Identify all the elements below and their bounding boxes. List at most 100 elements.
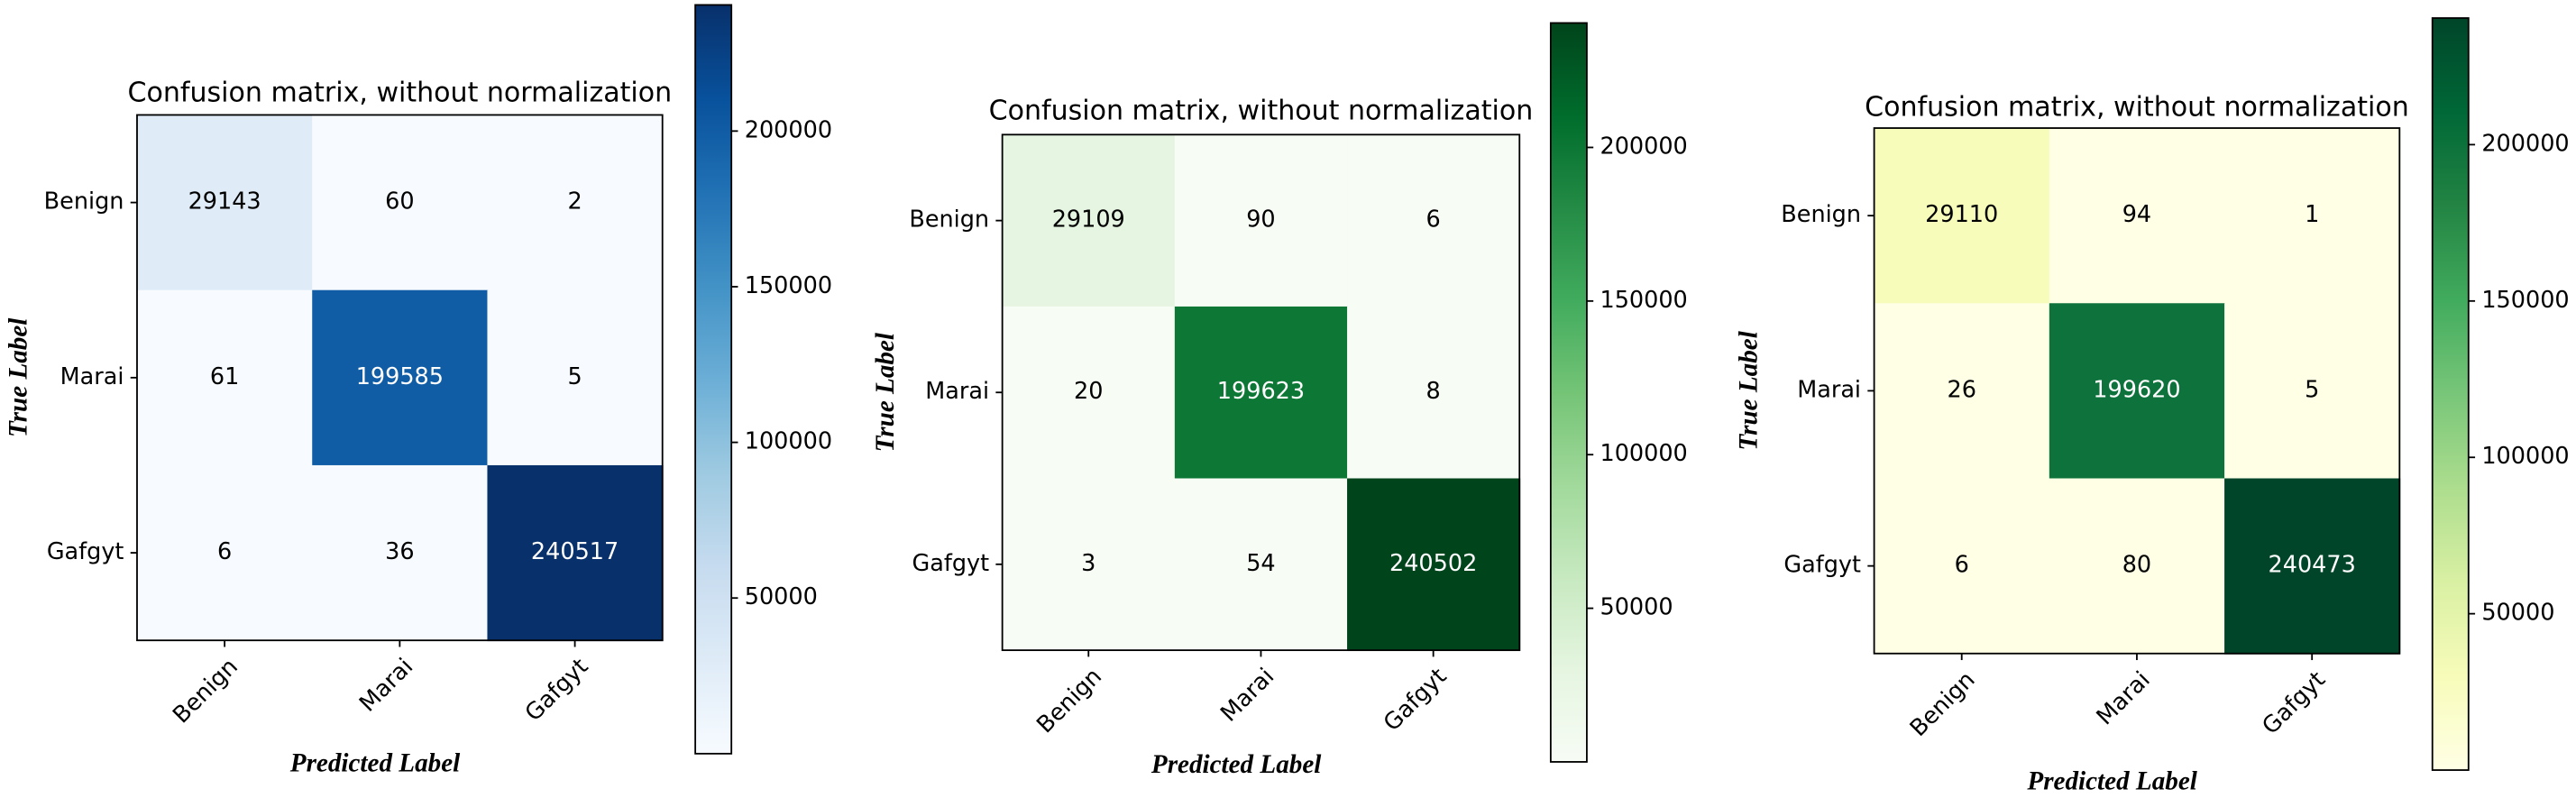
colorbar-tick-label: 200000 [2481, 130, 2569, 157]
colorbar-tick-label: 100000 [2481, 443, 2569, 470]
cell-label: 80 [2122, 552, 2151, 579]
cell [1002, 478, 1176, 652]
cell-label: 36 [385, 538, 414, 565]
cell [312, 464, 489, 642]
cell [312, 289, 489, 466]
y-tick-label: Marai [925, 378, 989, 405]
cell-label: 29109 [1052, 206, 1125, 234]
cell-label: 240502 [1389, 550, 1477, 577]
cell-label: 2 [567, 188, 582, 216]
colorbar [1549, 22, 1588, 763]
y-tick-label: Gafgyt [912, 550, 989, 577]
y-axis-label: True Label [4, 317, 32, 437]
cell [1174, 134, 1348, 307]
colorbar-tick-label: 50000 [2481, 600, 2554, 627]
colorbar-tick-label: 100000 [1600, 440, 1687, 467]
cell-label: 29143 [188, 188, 261, 216]
chart-title: Confusion matrix, without normalization [1865, 92, 2409, 124]
cell-label: 6 [217, 538, 232, 565]
cell [1174, 478, 1348, 652]
x-tick-label: Benign [1031, 663, 1107, 738]
cell [487, 464, 664, 642]
cell-label: 6 [1426, 206, 1441, 234]
x-tick-label: Marai [2092, 666, 2156, 730]
cell-label: 60 [385, 188, 414, 216]
colorbar-tick-label: 50000 [745, 583, 818, 610]
cell [1347, 306, 1521, 480]
cell-label: 3 [1081, 550, 1095, 577]
y-axis-label: True Label [1735, 330, 1764, 450]
cell [1874, 478, 2050, 655]
chart-title: Confusion matrix, without normalization [128, 77, 673, 108]
cell [1174, 306, 1348, 480]
colorbar-tick-label: 150000 [1600, 287, 1687, 314]
colorbar-tick-label: 150000 [2481, 287, 2569, 314]
cell [1002, 134, 1176, 307]
cell-label: 8 [1426, 378, 1441, 405]
cell-label: 240517 [531, 538, 619, 565]
cell-label: 199620 [2093, 376, 2180, 403]
cell [2049, 128, 2225, 305]
x-axis-label: Predicted Label [289, 748, 461, 777]
cell [1002, 306, 1176, 480]
cell [136, 115, 314, 291]
cell-label: 1 [2305, 201, 2319, 228]
cell-label: 94 [2122, 201, 2151, 228]
cell [2224, 478, 2401, 655]
cell [1874, 128, 2050, 305]
y-axis-label: True Label [871, 332, 900, 452]
x-tick-label: Gafgyt [1379, 663, 1453, 737]
x-tick-label: Benign [1905, 666, 1981, 742]
y-tick-label: Marai [60, 363, 124, 390]
x-tick-label: Marai [1215, 663, 1279, 727]
cell [1347, 134, 1521, 307]
cell [2224, 303, 2401, 480]
cell [1874, 303, 2050, 480]
y-tick-label: Gafgyt [47, 538, 124, 565]
colorbar [2431, 17, 2470, 771]
x-tick-label: Gafgyt [2257, 666, 2331, 740]
cell [312, 115, 489, 291]
colorbar-tick-label: 200000 [745, 116, 832, 143]
cell [2049, 303, 2225, 480]
cell-label: 90 [1246, 206, 1275, 234]
cell [2224, 128, 2401, 305]
x-tick-label: Marai [354, 653, 418, 717]
cell-label: 199585 [356, 363, 444, 390]
cell-label: 20 [1074, 378, 1103, 405]
cell-label: 26 [1947, 376, 1976, 403]
cell [1347, 478, 1521, 652]
cell-label: 5 [567, 363, 582, 390]
confusion-matrix-panel: Confusion matrix, without normalization 2… [871, 22, 1688, 779]
colorbar [694, 4, 733, 755]
y-tick-label: Benign [1781, 201, 1861, 228]
colorbar-tick-label: 200000 [1600, 133, 1687, 160]
cell [2049, 478, 2225, 655]
cell [136, 289, 314, 466]
cell [487, 115, 664, 291]
x-axis-label: Predicted Label [1150, 750, 1322, 779]
colorbar-tick-label: 100000 [745, 428, 832, 455]
x-tick-label: Benign [168, 653, 243, 729]
confusion-matrix-panel: Confusion matrix, without normalization 2… [1735, 17, 2570, 795]
y-tick-label: Benign [44, 188, 124, 216]
cell-label: 29110 [1925, 201, 1998, 228]
cell-label: 61 [210, 363, 239, 390]
y-tick-label: Gafgyt [1783, 552, 1861, 579]
x-tick-label: Gafgyt [520, 653, 594, 727]
chart-title: Confusion matrix, without normalization [989, 95, 1534, 126]
y-tick-label: Marai [1797, 376, 1861, 403]
cell [487, 289, 664, 466]
cell-label: 54 [1246, 550, 1275, 577]
x-axis-label: Predicted Label [2026, 766, 2197, 795]
cell-label: 199623 [1217, 378, 1305, 405]
confusion-matrix-panel: Confusion matrix, without normalization 2… [4, 4, 832, 777]
colorbar-tick-label: 50000 [1600, 594, 1673, 621]
y-tick-label: Benign [909, 206, 989, 234]
colorbar-tick-label: 150000 [745, 272, 832, 299]
cell-label: 6 [1955, 552, 1969, 579]
cell-label: 240473 [2269, 552, 2356, 579]
cell-label: 5 [2305, 376, 2319, 403]
cell [136, 464, 314, 642]
